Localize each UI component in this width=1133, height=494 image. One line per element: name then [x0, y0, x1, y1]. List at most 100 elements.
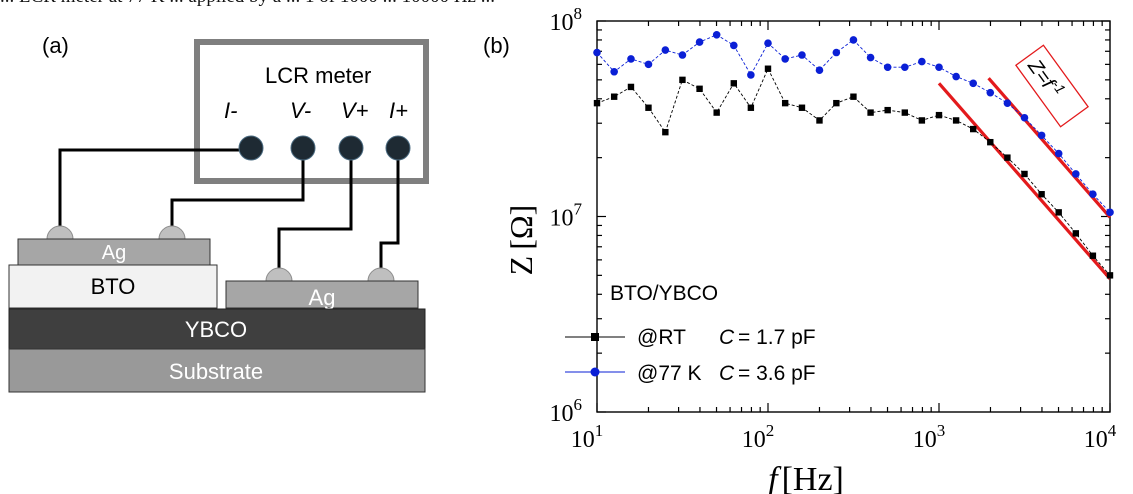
data-point [712, 30, 721, 39]
data-point [1106, 208, 1114, 217]
wires [58, 148, 400, 268]
data-point [969, 79, 978, 88]
panel-b-label: (b) [483, 33, 510, 58]
x-tick-labels: 101 102 103 104 [571, 421, 1117, 453]
bto-layer [8, 264, 218, 309]
data-point [866, 53, 875, 62]
data-point [833, 99, 840, 107]
data-point [713, 109, 720, 116]
data-point [695, 38, 704, 46]
data-point [987, 138, 994, 146]
contact-bump [367, 267, 395, 282]
data-point [1037, 131, 1046, 140]
data-point [764, 65, 772, 72]
data-point [678, 51, 687, 59]
ybco-label: YBCO [185, 317, 247, 342]
panel-b-chart: (b) 101 102 103 104 106 107 108 Z=f-1 BTO/YBC… [483, 4, 1117, 494]
ag-left-label: Ag [102, 242, 126, 264]
contact-bump [46, 225, 74, 240]
data-point [1055, 209, 1062, 216]
data-point [935, 63, 943, 72]
lcr-meter-box [194, 39, 429, 184]
wire-v-plus [277, 150, 353, 268]
data-point [832, 48, 841, 57]
y-tick-label: 108 [550, 4, 583, 36]
data-point [901, 63, 909, 72]
legend-value-77k: = 3.6 pF [738, 362, 816, 385]
legend-marker-77k [590, 367, 600, 377]
lcr-meter-title: LCR meter [265, 63, 371, 88]
y-tick-label: 106 [550, 395, 583, 427]
data-point [1072, 230, 1080, 237]
data-point [918, 117, 926, 124]
data-point [815, 66, 824, 75]
ag-right-label: Ag [309, 285, 336, 310]
data-point [901, 109, 909, 116]
bto-label: BTO [91, 274, 136, 299]
contact-bump [158, 225, 186, 240]
terminal-label-i-minus: I- [224, 98, 237, 123]
ybco-layer [8, 308, 426, 350]
ag-electrode-right [225, 280, 419, 309]
data-point [918, 57, 926, 66]
data-point [849, 36, 858, 44]
series-rt [593, 65, 1114, 279]
substrate-label: Substrate [169, 359, 263, 384]
x-tick-label: 101 [571, 421, 604, 453]
x-tick-label: 104 [1084, 421, 1117, 453]
x-tick-label: 103 [913, 421, 946, 453]
data-point [952, 117, 960, 124]
legend-marker-rt [591, 333, 599, 341]
contact-bump [265, 267, 293, 282]
data-point [610, 67, 618, 76]
terminal-i-plus [385, 135, 411, 161]
data-point [816, 117, 823, 124]
data-point [661, 46, 670, 54]
data-point [1054, 149, 1063, 158]
data-point [1072, 170, 1080, 178]
slope-annotation: Z=f-1 [1015, 44, 1089, 128]
data-point [593, 99, 601, 107]
data-point [730, 80, 738, 87]
data-point [970, 125, 977, 133]
data-point [593, 48, 601, 57]
data-point [781, 99, 789, 107]
data-point [627, 55, 635, 63]
terminal-v-plus [338, 135, 364, 161]
series-77k [593, 30, 1114, 217]
data-point [747, 104, 755, 111]
data-point [1003, 99, 1012, 107]
contact-bumps [46, 225, 395, 282]
legend-entry-77k: @77 K C = 3.6 pF [565, 362, 816, 385]
data-point [952, 72, 960, 81]
legend-param-rt: C [719, 326, 735, 349]
terminal-i-minus [238, 135, 264, 161]
y-tick-label: 107 [550, 200, 583, 232]
annotation-box [1015, 44, 1089, 128]
wire-v-minus [170, 150, 305, 226]
substrate-layer [8, 348, 426, 393]
legend-entry-rt: @RT C = 1.7 pF [565, 326, 816, 349]
data-point [935, 111, 943, 119]
data-point [644, 60, 653, 69]
data-point [747, 71, 755, 79]
ag-electrode-left [17, 238, 211, 266]
y-axis-title: Z[Ω] [503, 205, 539, 276]
data-point [662, 128, 669, 136]
legend-label-rt: @RT [637, 326, 686, 349]
data-point [850, 93, 857, 100]
data-point [1089, 190, 1097, 199]
data-point [986, 88, 995, 97]
data-point [627, 83, 635, 91]
data-point [1038, 191, 1045, 198]
panel-a-label: (a) [42, 33, 69, 58]
data-point [1020, 113, 1029, 122]
legend-title: BTO/YBCO [610, 282, 718, 305]
data-point [798, 51, 806, 59]
x-tick-label: 102 [742, 421, 775, 453]
data-point [1089, 252, 1097, 259]
panel-a-schematic: (a) LCR meter I- V- V+ I+ [8, 33, 429, 393]
terminals [238, 135, 411, 161]
data-point [1106, 272, 1114, 279]
